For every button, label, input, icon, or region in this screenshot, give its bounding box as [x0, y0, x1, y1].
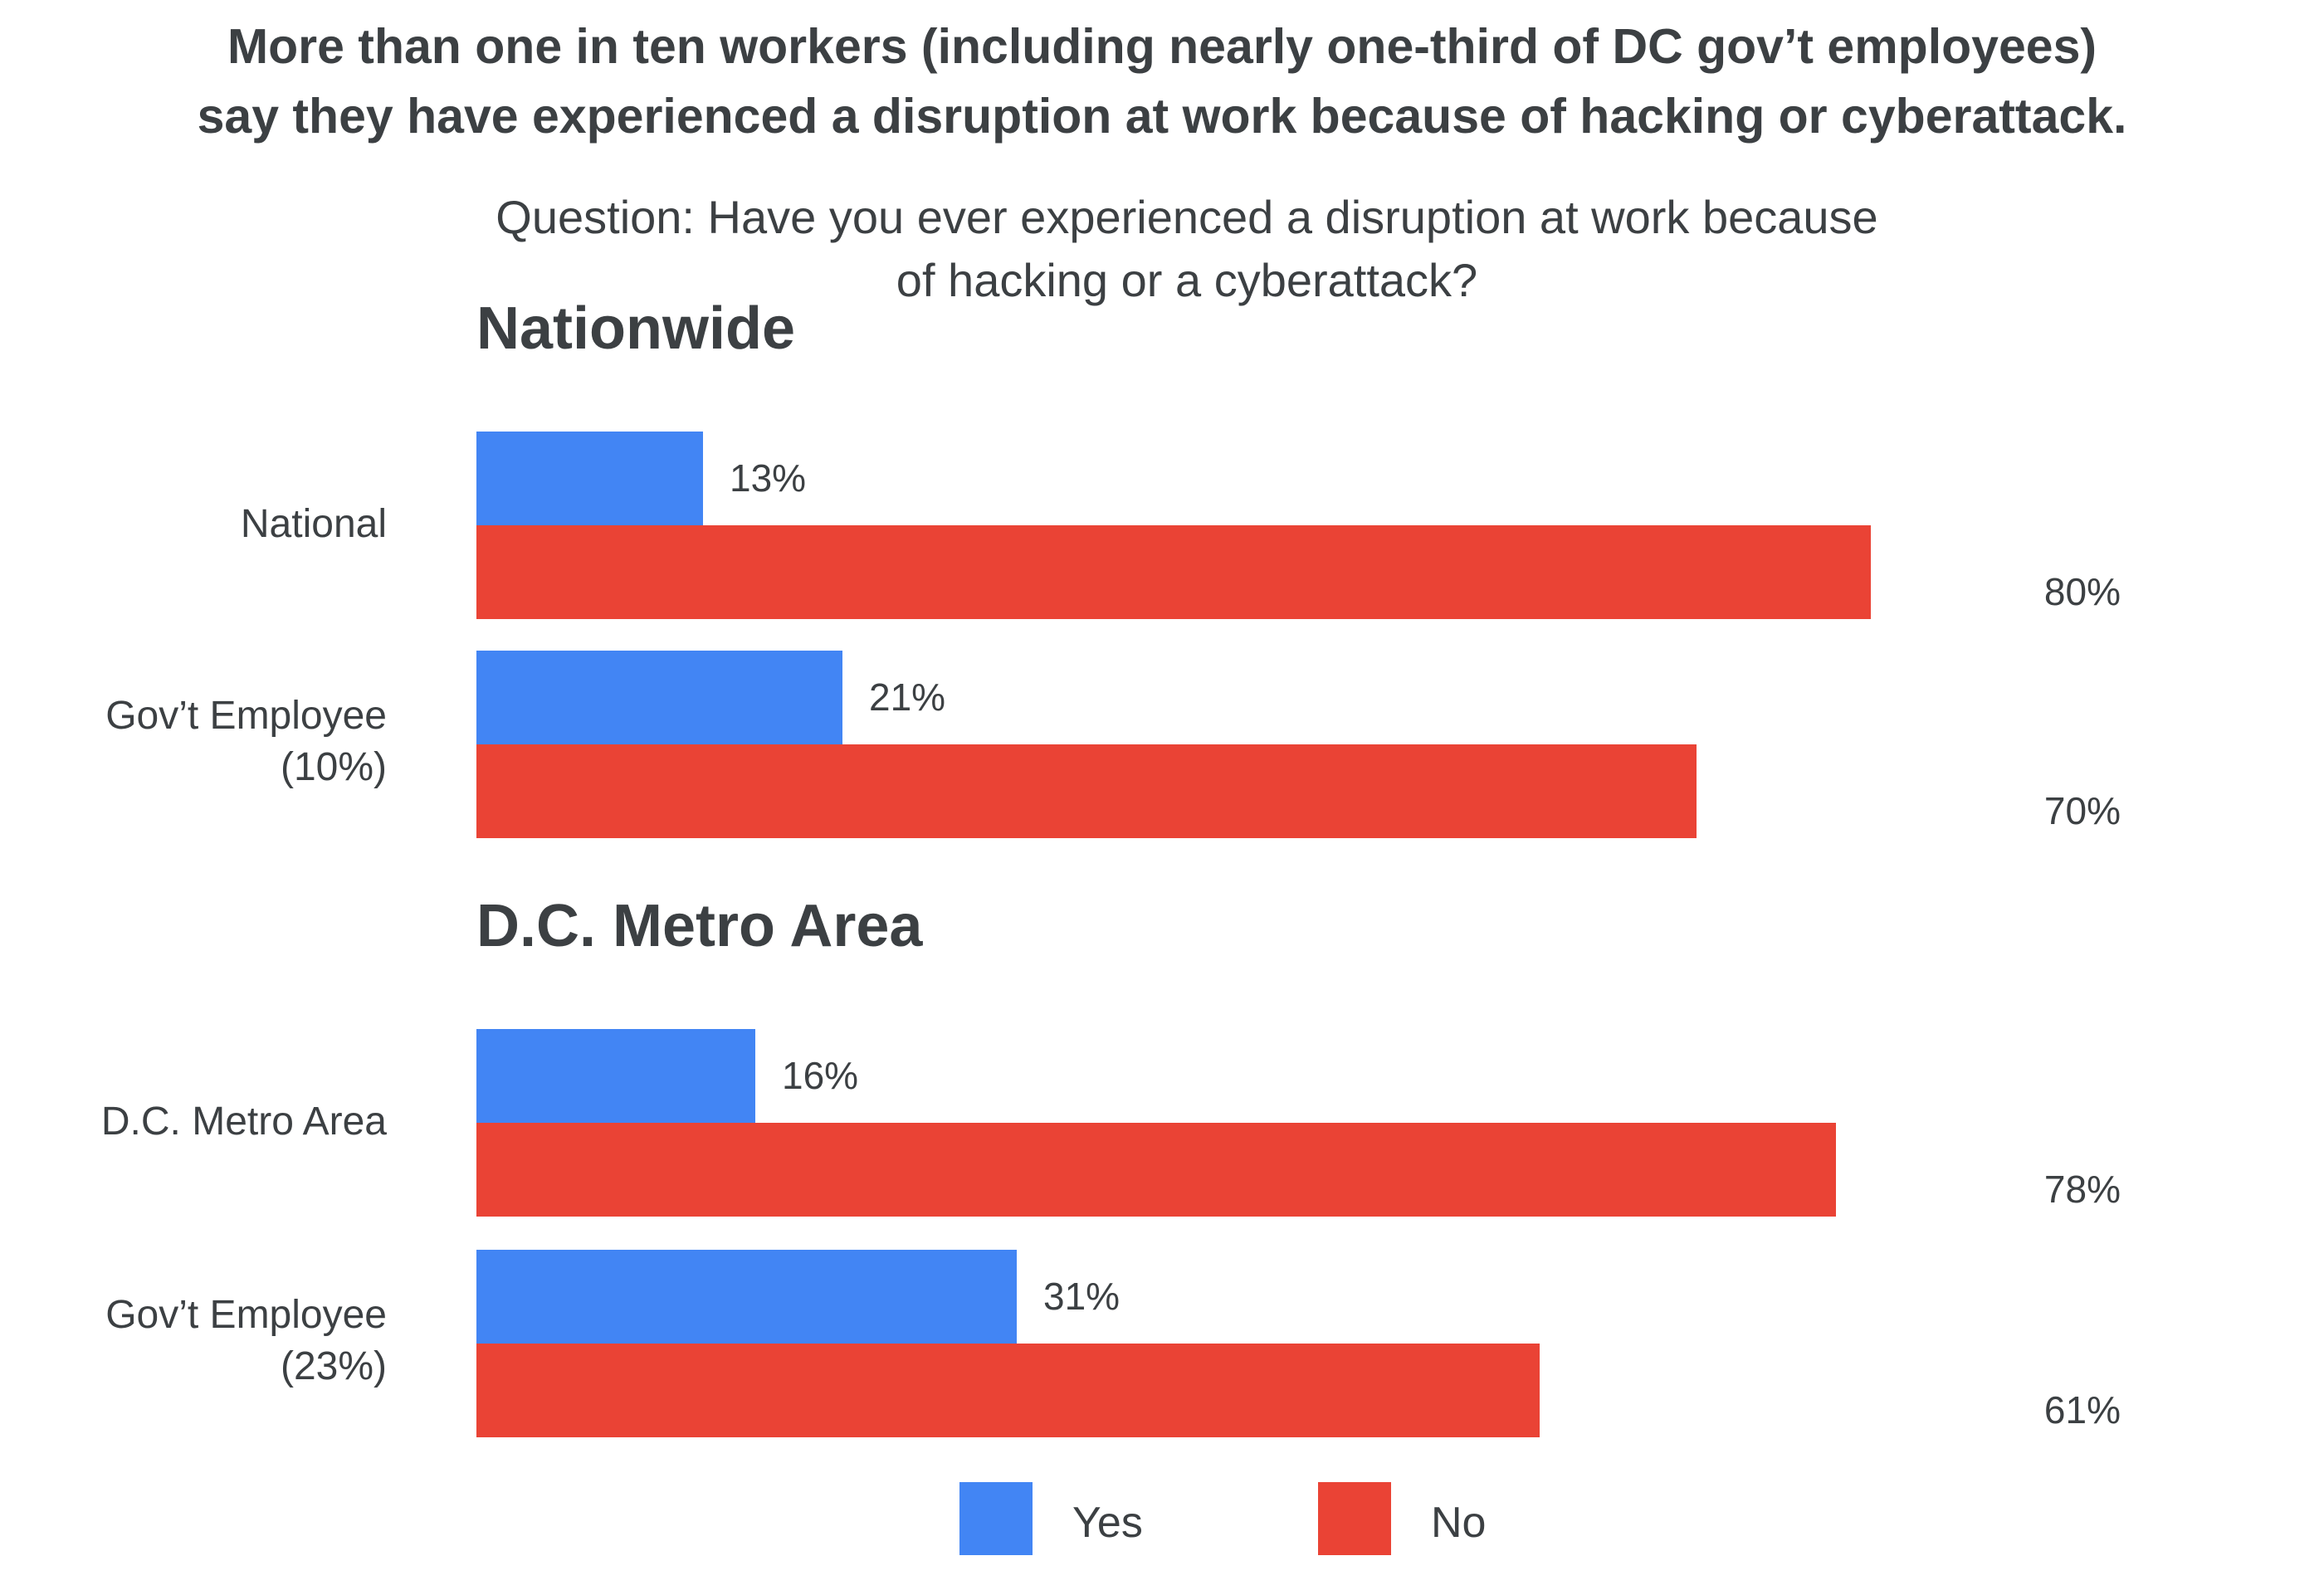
- bar-no: [476, 1344, 1540, 1437]
- question-line-2: of hacking or a cyberattack?: [896, 254, 1478, 306]
- data-label-no: 78%: [2044, 1168, 2121, 1211]
- question-line-1: Question: Have you ever experienced a di…: [496, 191, 1878, 243]
- legend-swatch-2: [1318, 1482, 1391, 1555]
- category-label: Gov’t Employee: [105, 694, 387, 738]
- bar-yes: [476, 1250, 1017, 1344]
- chart-title-line-2: say they have experienced a disruption a…: [197, 89, 2127, 144]
- category-label: Gov’t Employee: [105, 1293, 387, 1337]
- legend-label-1: Yes: [1072, 1499, 1143, 1547]
- data-label-yes: 16%: [782, 1054, 858, 1097]
- chart-title-line-1: More than one in ten workers (including …: [227, 19, 2097, 74]
- data-label-yes: 21%: [869, 676, 945, 719]
- category-label: D.C. Metro Area: [101, 1100, 387, 1144]
- data-label-no: 61%: [2044, 1388, 2121, 1431]
- data-label-yes: 13%: [730, 456, 806, 500]
- data-label-no: 80%: [2044, 570, 2121, 613]
- bar-no: [476, 744, 1697, 838]
- chart-title: More than one in ten workers (including …: [0, 12, 2324, 151]
- category-label: (10%): [281, 745, 387, 789]
- category-label: (23%): [281, 1344, 387, 1388]
- section-title-2: D.C. Metro Area: [476, 893, 923, 959]
- chart-subtitle: Question: Have you ever experienced a di…: [282, 186, 2092, 312]
- bar-yes: [476, 432, 703, 525]
- bar-no: [476, 1123, 1836, 1217]
- bar-no: [476, 525, 1871, 619]
- section-title-1: Nationwide: [476, 295, 795, 362]
- legend-swatch-1: [959, 1482, 1033, 1555]
- data-label-no: 70%: [2044, 789, 2121, 832]
- bar-yes: [476, 1029, 755, 1123]
- data-label-yes: 31%: [1043, 1275, 1120, 1318]
- legend-label-2: No: [1431, 1499, 1486, 1547]
- category-label: National: [241, 502, 387, 546]
- bar-yes: [476, 651, 842, 744]
